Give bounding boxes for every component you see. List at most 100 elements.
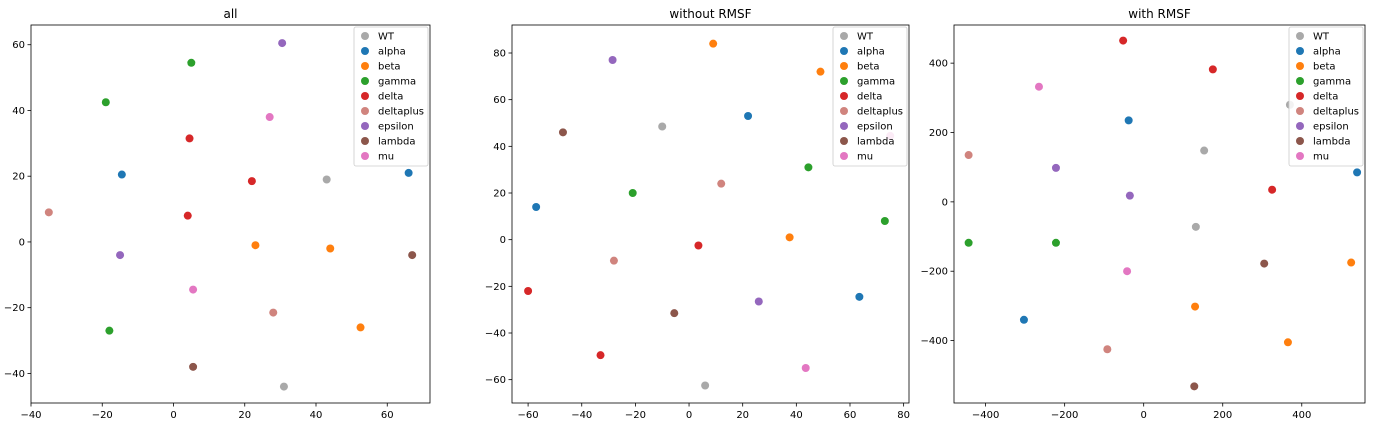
data-point-delta [596, 351, 605, 360]
data-point-lambda [408, 251, 417, 260]
legend-label: alpha [1313, 47, 1341, 58]
legend-marker [840, 122, 848, 130]
legend-label: delta [378, 92, 403, 103]
legend-marker [361, 137, 369, 145]
y-tick-label: 60 [493, 95, 506, 106]
data-point-gamma [1051, 238, 1060, 247]
data-point-gamma [880, 217, 889, 225]
data-point-mu [1123, 267, 1132, 276]
data-point-beta [356, 323, 365, 332]
legend-marker [361, 32, 369, 40]
legend-marker [361, 92, 369, 100]
y-tick-label: −60 [485, 375, 506, 386]
x-tick-label: 60 [844, 410, 857, 421]
x-tick-label: 0 [170, 410, 176, 421]
legend-label: gamma [1313, 77, 1351, 88]
data-point-mu [189, 285, 198, 294]
data-point-gamma [101, 98, 110, 107]
y-tick-label: −20 [485, 282, 506, 293]
data-point-epsilon [754, 297, 763, 306]
data-point-deltaplus [44, 208, 53, 217]
x-tick-label: 200 [1213, 410, 1232, 421]
chart-title: with RMSF [1128, 7, 1191, 21]
data-point-mu [265, 113, 274, 122]
y-tick-label: 400 [929, 59, 948, 70]
data-point-WT [701, 381, 710, 390]
data-point-beta [1347, 258, 1356, 267]
legend-marker [1296, 32, 1304, 40]
data-point-deltaplus [609, 256, 618, 265]
chart-title: without RMSF [669, 7, 751, 21]
legend: WT alpha beta gamma delta deltaplus epsilon lam… [832, 26, 908, 167]
chart-panel-2: without RMSF −60 −40 −20 0 20 40 60 80 −60 −40 −20 0… [485, 7, 910, 421]
legend-box [832, 26, 908, 167]
legend-box [1288, 26, 1364, 167]
chart-title: all [223, 7, 237, 21]
data-point-alpha [855, 292, 864, 301]
data-point-deltaplus [964, 151, 973, 160]
legend: WT alpha beta gamma delta deltaplus epsilon lam… [1288, 26, 1364, 167]
y-tick-label: 60 [12, 40, 25, 51]
data-point-lambda [189, 362, 198, 371]
data-point-gamma [804, 163, 813, 172]
data-point-delta [247, 177, 256, 186]
data-point-epsilon [608, 56, 617, 64]
data-point-delta [185, 134, 194, 143]
data-point-lambda [1190, 382, 1199, 391]
axes-frame [511, 24, 910, 404]
data-point-deltaplus [717, 179, 726, 188]
legend: WT alpha beta gamma delta deltaplus epsilon lam… [353, 26, 429, 167]
legend-marker [1296, 152, 1304, 160]
legend-marker [361, 47, 369, 55]
x-tick-label: 60 [381, 410, 394, 421]
legend-marker [1296, 92, 1304, 100]
legend-label: alpha [857, 47, 885, 58]
x-tick-label: 20 [238, 410, 251, 421]
y-tick-label: −400 [921, 336, 948, 347]
legend-marker [1296, 107, 1304, 115]
data-point-gamma [964, 238, 973, 247]
data-point-WT [322, 175, 331, 184]
legend-label: epsilon [857, 122, 893, 133]
y-tick-label: −40 [4, 369, 25, 380]
axes-frame [953, 24, 1366, 404]
data-point-alpha [744, 112, 753, 120]
y-tick-label: 0 [500, 235, 506, 246]
x-tick-label: 80 [897, 410, 910, 421]
y-tick-label: −20 [4, 303, 25, 314]
x-tick-label: −60 [518, 410, 539, 421]
data-point-beta [816, 67, 825, 76]
y-tick-label: 40 [12, 106, 25, 117]
data-point-alpha [404, 168, 413, 177]
y-tick-label: 0 [942, 197, 948, 208]
data-point-alpha [532, 203, 541, 211]
x-tick-label: −40 [20, 410, 41, 421]
legend-marker [361, 152, 369, 160]
legend-marker [1296, 47, 1304, 55]
data-point-alpha [1019, 315, 1028, 324]
data-point-delta [1268, 185, 1277, 194]
data-point-epsilon [278, 39, 287, 48]
legend-label: alpha [378, 47, 406, 58]
legend-label: deltaplus [1313, 107, 1359, 118]
x-tick-label: 20 [736, 410, 749, 421]
data-point-delta [1208, 65, 1217, 74]
data-point-lambda [670, 309, 679, 318]
data-point-WT [1191, 222, 1200, 231]
data-point-epsilon [116, 251, 125, 260]
legend-label: WT [378, 32, 395, 43]
x-tick-label: −400 [972, 410, 999, 421]
data-point-alpha [117, 170, 126, 179]
x-tick-label: 0 [1141, 410, 1147, 421]
data-point-deltaplus [1103, 345, 1112, 354]
legend-label: beta [378, 62, 401, 73]
chart-panel-1: all −40 −20 0 20 40 60 −40 −20 0 20 40 60 WT alpha beta… [4, 7, 431, 421]
legend-marker [840, 152, 848, 160]
legend-marker [1296, 122, 1304, 130]
legend-marker [361, 122, 369, 130]
data-point-WT [658, 122, 667, 131]
data-point-delta [183, 211, 192, 220]
x-tick-label: −40 [571, 410, 592, 421]
data-point-delta [1119, 36, 1128, 45]
